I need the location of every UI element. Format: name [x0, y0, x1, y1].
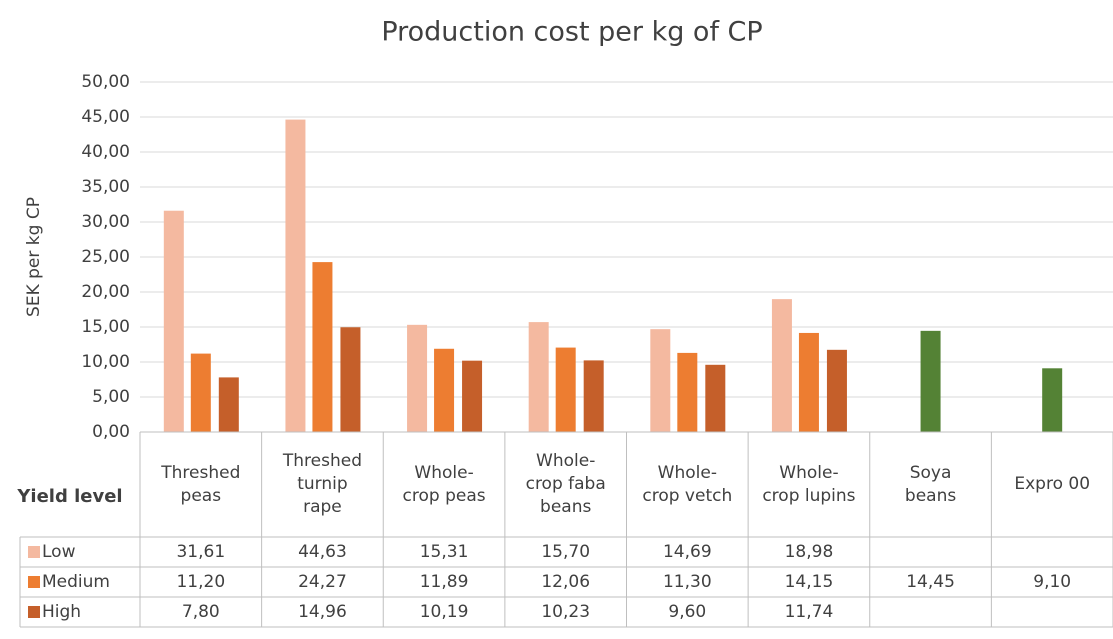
legend-swatch: [28, 576, 40, 588]
x-tick-label: Whole-crop vetch: [642, 462, 733, 506]
bar: [163, 210, 184, 432]
table-value: 14,69: [663, 542, 712, 562]
x-tick-label-box: Threshed peas: [161, 462, 241, 506]
legend-swatch: [28, 606, 40, 618]
bar: [650, 329, 671, 432]
bar: [407, 324, 428, 432]
y-tick-label: 5,00: [92, 387, 130, 407]
table-value: 11,30: [663, 572, 712, 592]
y-tick-label: 35,00: [81, 177, 130, 197]
legend-label: High: [42, 602, 81, 622]
bar: [462, 360, 483, 432]
table-value: 10,19: [420, 602, 469, 622]
table-value: 12,06: [541, 572, 590, 592]
table-value: 11,20: [176, 572, 225, 592]
x-tick-label: Expro 00: [1014, 474, 1091, 494]
table-value: 9,10: [1033, 572, 1071, 592]
table-value: 14,96: [298, 602, 347, 622]
x-tick-label-box: Expro 00: [1014, 474, 1091, 494]
table-value: 15,31: [420, 542, 469, 562]
x-tick-label: Whole-crop faba beans: [525, 451, 606, 517]
table-value: 9,60: [668, 602, 706, 622]
table-value: 11,89: [420, 572, 469, 592]
y-tick-label: 10,00: [81, 352, 130, 372]
x-tick-label: Threshed peas: [161, 462, 241, 506]
y-tick-label: 20,00: [81, 282, 130, 302]
legend-label: Medium: [42, 572, 110, 592]
bar: [705, 364, 726, 432]
x-tick-label-box: Whole-crop vetch: [642, 462, 733, 506]
table-value: 18,98: [785, 542, 834, 562]
legend-swatch: [28, 546, 40, 558]
x-tick-label: Threshed turnip rape: [282, 451, 362, 517]
table-value: 11,74: [785, 602, 834, 622]
bar: [771, 299, 792, 432]
bar: [798, 332, 819, 432]
y-tick-label: 50,00: [81, 72, 130, 92]
table-value: 7,80: [182, 602, 220, 622]
table-value: 44,63: [298, 542, 347, 562]
chart-title: Production cost per kg of CP: [381, 17, 762, 48]
bar: [555, 347, 576, 432]
bar: [190, 353, 211, 432]
table-header: Yield level: [16, 486, 122, 507]
bar: [285, 119, 306, 432]
x-tick-label-box: Whole-crop lupins: [762, 462, 856, 506]
table-value: 14,45: [906, 572, 955, 592]
bar: [434, 348, 455, 432]
y-tick-label: 45,00: [81, 107, 130, 127]
bar: [826, 349, 847, 432]
y-tick-label: 15,00: [81, 317, 130, 337]
y-axis-label: SEK per kg CP: [24, 197, 44, 317]
x-tick-label-box: Whole-crop faba beans: [525, 451, 606, 517]
table-value: 15,70: [541, 542, 590, 562]
table-value: 10,23: [541, 602, 590, 622]
x-tick-label: Whole-crop peas: [402, 462, 486, 506]
x-tick-label-box: Threshed turnip rape: [282, 451, 362, 517]
bar: [340, 327, 361, 432]
table-value: 14,15: [785, 572, 834, 592]
y-tick-label: 25,00: [81, 247, 130, 267]
bar: [528, 322, 549, 432]
bar: [677, 352, 698, 432]
y-tick-label: 0,00: [92, 422, 130, 442]
x-tick-label-box: Soya beans: [904, 462, 957, 506]
x-tick-label: Soya beans: [904, 462, 957, 506]
bar: [1042, 368, 1063, 432]
y-tick-label: 40,00: [81, 142, 130, 162]
bar: [920, 330, 941, 432]
table-value: 24,27: [298, 572, 347, 592]
x-tick-label: Whole-crop lupins: [762, 462, 856, 506]
x-tick-label-box: Whole-crop peas: [402, 462, 486, 506]
bar: [583, 360, 604, 432]
legend-label: Low: [42, 542, 76, 562]
y-tick-label: 30,00: [81, 212, 130, 232]
table-value: 31,61: [176, 542, 225, 562]
bar: [218, 377, 239, 432]
bar: [312, 262, 333, 432]
